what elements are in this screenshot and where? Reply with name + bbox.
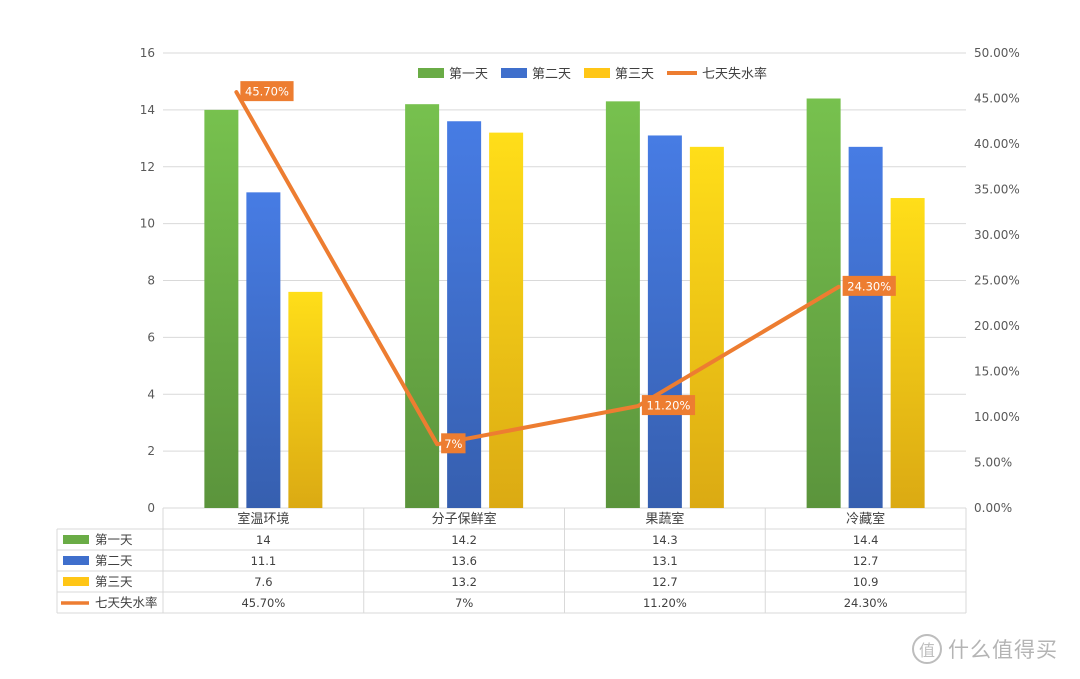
table-cell: 7.6 (254, 575, 272, 589)
y-left-tick-label: 0 (147, 501, 155, 515)
table-series-name: 第二天 (95, 553, 133, 568)
table-cell: 11.20% (643, 596, 687, 610)
bar-第三天-冷藏室 (890, 198, 925, 508)
bar-第二天-室温环境 (246, 192, 281, 508)
y-right-tick-label: 45.00% (974, 92, 1020, 106)
table-cell: 45.70% (241, 596, 285, 610)
bar-第一天-室温环境 (204, 109, 239, 508)
y-right-tick-label: 5.00% (974, 456, 1012, 470)
line-七天失水率 (234, 90, 841, 447)
bar-第三天-分子保鲜室 (489, 132, 524, 508)
y-left-tick-label: 14 (140, 103, 155, 117)
table-cell: 14.4 (853, 533, 879, 547)
watermark-logo: 值 什么值得买 (912, 630, 1058, 668)
axes: 0 2 4 6 8 10 12 14 16 0.00% 5.00% 10.00% 15.00% 20.00… (140, 46, 1020, 515)
y-left-tick-label: 8 (147, 274, 155, 288)
data-label: 24.30% (847, 279, 891, 293)
legend-label: 第一天 (449, 67, 488, 82)
table-cell: 13.6 (451, 554, 477, 568)
table-category-label: 冷藏室 (846, 511, 885, 527)
table-cell: 13.1 (652, 554, 678, 568)
table-cell: 10.9 (853, 575, 879, 589)
data-label: 45.70% (245, 85, 289, 99)
table-cell: 14.2 (451, 533, 477, 547)
y-left-tick-label: 12 (140, 160, 155, 174)
table-cell: 13.2 (451, 575, 477, 589)
line-series (234, 90, 841, 447)
y-left-tick-label: 2 (147, 444, 155, 458)
y-right-tick-label: 25.00% (974, 274, 1020, 288)
y-right-tick-label: 0.00% (974, 501, 1012, 515)
watermark-text: 什么值得买 (948, 638, 1058, 662)
bar-第三天-果蔬室 (689, 146, 724, 508)
y-left-tick-label: 10 (140, 217, 155, 231)
legend-swatch (584, 68, 610, 78)
y-right-tick-label: 30.00% (974, 228, 1020, 242)
table-cell: 12.7 (853, 554, 879, 568)
data-label: 11.20% (647, 399, 691, 413)
y-left-tick-label: 6 (147, 330, 155, 344)
y-right-tick-label: 40.00% (974, 137, 1020, 151)
bar-第二天-冷藏室 (848, 146, 883, 508)
y-right-tick-label: 20.00% (974, 319, 1020, 333)
legend-swatch (501, 68, 527, 78)
bar-第二天-果蔬室 (647, 135, 682, 508)
table-cell: 12.7 (652, 575, 678, 589)
legend-label: 第三天 (615, 67, 654, 82)
table-category-label: 分子保鲜室 (432, 511, 497, 527)
table-series-name: 七天失水率 (95, 595, 158, 610)
y-left-tick-label: 16 (140, 46, 155, 60)
watermark-badge-icon: 值 (912, 634, 942, 664)
table-cell: 14 (256, 533, 271, 547)
y-right-tick-label: 10.00% (974, 410, 1020, 424)
table-category-label: 果蔬室 (645, 511, 684, 527)
data-label-box (641, 395, 696, 416)
table-series-name: 第三天 (95, 574, 133, 589)
table-category-label: 室温环境 (237, 511, 289, 527)
table-cell: 24.30% (844, 596, 888, 610)
bar-series (204, 98, 925, 508)
y-left-tick-label: 4 (147, 387, 155, 401)
data-label-box (441, 433, 466, 454)
data-label-box (240, 81, 294, 102)
y-right-tick-label: 50.00% (974, 46, 1020, 60)
bar-第一天-果蔬室 (605, 101, 640, 508)
bar-第三天-室温环境 (288, 291, 323, 508)
bar-第一天-分子保鲜室 (405, 104, 440, 508)
legend-label: 第二天 (532, 67, 571, 82)
y-right-tick-label: 15.00% (974, 365, 1020, 379)
data-labels: 45.70% 7% 11.20% 24.30% (240, 81, 896, 454)
legend: 第一天 第二天 第三天 七天失水率 (418, 66, 767, 82)
data-label-box (842, 275, 896, 296)
table-legend-key (63, 535, 89, 544)
data-label: 7% (444, 437, 462, 451)
table-cell: 7% (455, 596, 473, 610)
table-legend-key (63, 577, 89, 586)
table-cell: 11.1 (251, 554, 277, 568)
legend-label: 七天失水率 (702, 66, 767, 82)
y-right-tick-label: 35.00% (974, 183, 1020, 197)
table-legend-key (63, 556, 89, 565)
legend-swatch (418, 68, 444, 78)
table-cell: 14.3 (652, 533, 678, 547)
table-series-name: 第一天 (95, 532, 133, 547)
